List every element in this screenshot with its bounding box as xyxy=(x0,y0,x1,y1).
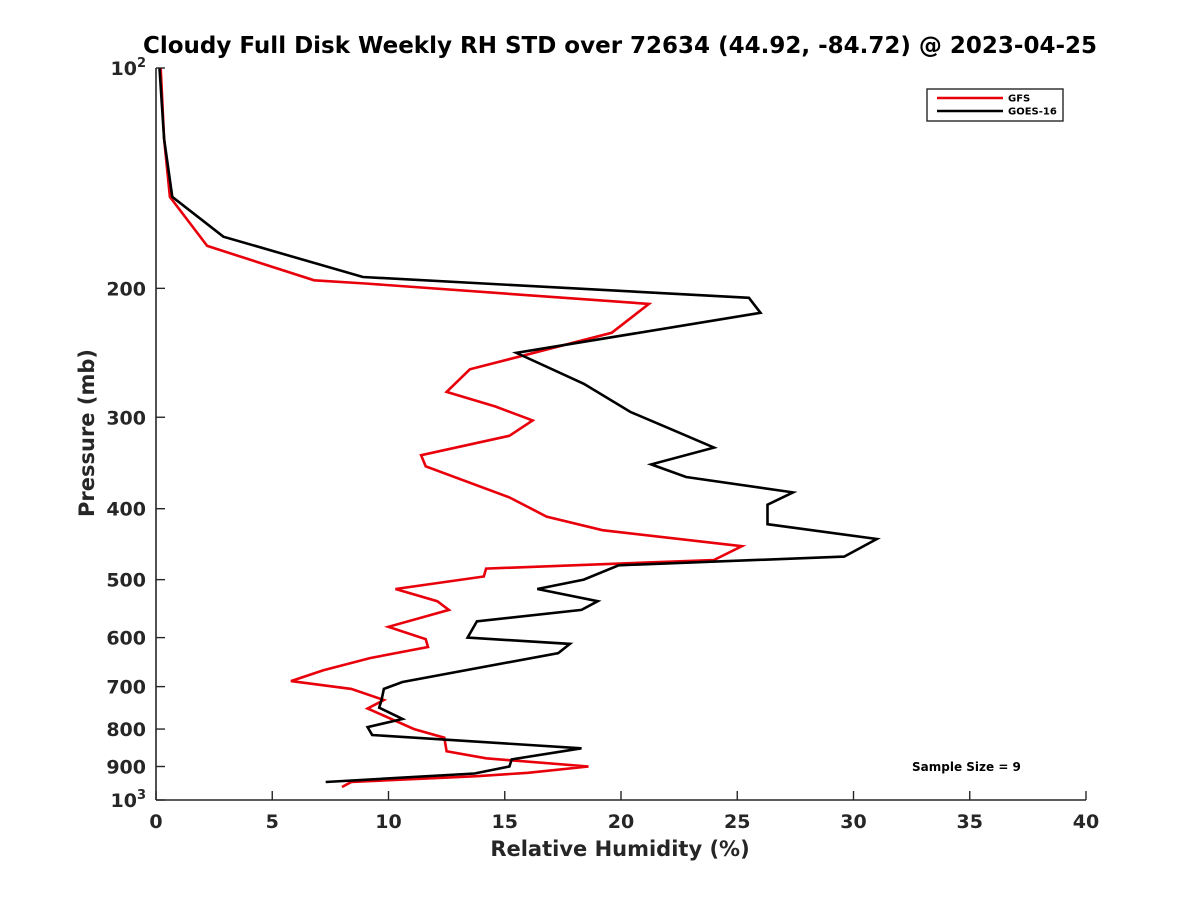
legend-label-goes-16: GOES-16 xyxy=(1008,107,1057,118)
x-tick-label: 40 xyxy=(1073,811,1099,833)
y-tick-label: 600 xyxy=(106,628,146,650)
chart-title: Cloudy Full Disk Weekly RH STD over 7263… xyxy=(143,33,1097,59)
y-tick-label: 400 xyxy=(106,499,146,521)
x-tick-label: 20 xyxy=(608,811,634,833)
y-tick-label: 500 xyxy=(106,570,146,592)
x-tick-label: 25 xyxy=(724,811,750,833)
series-line-goes-16 xyxy=(158,67,881,784)
legend-label-gfs: GFS xyxy=(1008,94,1030,105)
y-axis-label: Pressure (mb) xyxy=(75,349,99,517)
series-line-gfs xyxy=(159,67,747,789)
y-tick-label: 200 xyxy=(106,278,146,300)
x-tick-label: 35 xyxy=(957,811,983,833)
x-tick-label: 0 xyxy=(149,811,162,833)
y-tick-label: 900 xyxy=(106,757,146,779)
y-axis: 102 200 300 400 500 600 700 800 900 103 xyxy=(106,56,165,812)
sample-size-annotation: Sample Size = 9 xyxy=(912,760,1021,774)
series-layer xyxy=(158,67,881,789)
x-tick-label: 30 xyxy=(840,811,866,833)
x-tick-label: 10 xyxy=(375,811,401,833)
legend: GFS GOES-16 xyxy=(926,88,1064,122)
x-tick-label: 5 xyxy=(266,811,279,833)
y-tick-label: 700 xyxy=(106,677,146,699)
x-tick-label: 15 xyxy=(492,811,518,833)
x-axis-label: Relative Humidity (%) xyxy=(490,837,749,861)
y-tick-label: 300 xyxy=(106,407,146,429)
y-tick-label: 103 xyxy=(111,788,147,812)
y-tick-label: 102 xyxy=(111,56,147,80)
legend-box xyxy=(926,88,1064,122)
y-tick-label: 800 xyxy=(106,719,146,741)
x-axis: 0 5 10 15 20 25 30 35 40 xyxy=(149,791,1099,833)
